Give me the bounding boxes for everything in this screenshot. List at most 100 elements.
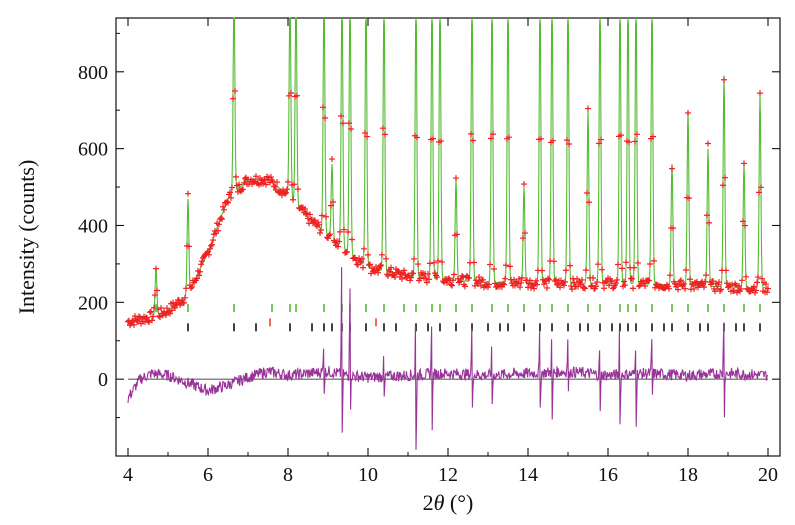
- observed-point: [322, 115, 328, 122]
- observed-point: [144, 315, 150, 322]
- observed-point: [242, 175, 248, 182]
- observed-point: [678, 277, 684, 284]
- observed-point: [609, 277, 615, 284]
- observed-point: [167, 310, 173, 317]
- observed-point: [534, 281, 540, 288]
- observed-point: [579, 276, 585, 283]
- observed-point: [382, 131, 388, 138]
- observed-point: [738, 285, 744, 292]
- observed-point: [650, 133, 656, 140]
- observed-point: [598, 136, 604, 143]
- observed-point: [181, 299, 187, 306]
- observed-point: [290, 196, 296, 203]
- observed-point: [220, 203, 226, 210]
- observed-point: [209, 241, 215, 248]
- observed-point: [346, 120, 352, 127]
- observed-point: [703, 272, 709, 279]
- observed-point: [344, 248, 350, 255]
- observed-point: [294, 92, 300, 99]
- observed-point: [562, 278, 568, 285]
- observed-point: [358, 258, 364, 265]
- observed-point: [317, 229, 323, 236]
- observed-point: [145, 318, 151, 325]
- observed-point: [414, 134, 420, 141]
- observed-point: [576, 278, 582, 285]
- observed-point: [507, 263, 513, 270]
- observed-point: [453, 175, 459, 182]
- observed-point: [438, 138, 444, 145]
- observed-point: [325, 235, 331, 242]
- observed-point: [284, 186, 290, 193]
- observed-point: [519, 274, 525, 281]
- observed-point: [402, 271, 408, 278]
- observed-point: [542, 278, 548, 285]
- observed-point: [318, 226, 324, 233]
- observed-point: [383, 255, 389, 262]
- observed-point: [599, 266, 605, 273]
- x-tick-label: 4: [123, 464, 133, 486]
- observed-point: [367, 261, 373, 268]
- x-tick-label: 6: [203, 464, 213, 486]
- observed-point: [680, 282, 686, 289]
- observed-point: [283, 189, 289, 196]
- observed-point: [757, 90, 763, 97]
- observed-point: [740, 218, 746, 225]
- observed-point: [304, 210, 310, 217]
- observed-point: [490, 131, 496, 138]
- observed-point: [323, 213, 329, 220]
- observed-point: [230, 95, 236, 102]
- observed-point: [320, 104, 326, 111]
- observed-point: [613, 280, 619, 287]
- observed-point: [426, 276, 432, 283]
- observed-point: [751, 283, 757, 290]
- observed-point: [486, 281, 492, 288]
- observed-point: [501, 281, 507, 288]
- observed-point: [232, 87, 238, 94]
- observed-point: [646, 277, 652, 284]
- observed-point: [208, 242, 214, 249]
- observed-point: [533, 277, 539, 284]
- observed-point: [427, 260, 433, 267]
- observed-point: [596, 140, 602, 147]
- observed-point: [415, 261, 421, 268]
- observed-point: [361, 245, 367, 252]
- observed-point: [326, 232, 332, 239]
- observed-point: [206, 251, 212, 258]
- observed-point: [450, 277, 456, 284]
- observed-point: [720, 182, 726, 189]
- observed-point: [216, 221, 222, 228]
- observed-point: [518, 279, 524, 286]
- observed-point: [158, 304, 164, 311]
- observed-point: [691, 285, 697, 292]
- observed-point: [687, 276, 693, 283]
- observed-point: [669, 165, 675, 172]
- observed-point: [380, 125, 386, 132]
- observed-point: [594, 279, 600, 286]
- observed-point: [621, 278, 627, 285]
- observed-point: [550, 137, 556, 144]
- observed-point: [260, 180, 266, 187]
- observed-point: [468, 130, 474, 137]
- observed-point: [736, 282, 742, 289]
- observed-point: [471, 259, 477, 266]
- observed-point: [387, 268, 393, 275]
- observed-point: [651, 257, 657, 264]
- observed-point: [564, 137, 570, 144]
- observed-point: [335, 243, 341, 250]
- observed-point: [741, 160, 747, 167]
- observed-point: [614, 276, 620, 283]
- observed-point: [305, 215, 311, 222]
- x-tick-label: 14: [518, 464, 538, 486]
- observed-point: [401, 267, 407, 274]
- observed-point: [377, 263, 383, 270]
- observed-point: [743, 273, 749, 280]
- observed-point: [431, 259, 437, 266]
- observed-point: [424, 279, 430, 286]
- observed-point: [302, 206, 308, 213]
- observed-point: [462, 283, 468, 290]
- reflection-markers: [155, 304, 761, 332]
- observed-point: [359, 255, 365, 262]
- observed-point: [218, 215, 224, 222]
- y-tick-label: 800: [78, 62, 108, 84]
